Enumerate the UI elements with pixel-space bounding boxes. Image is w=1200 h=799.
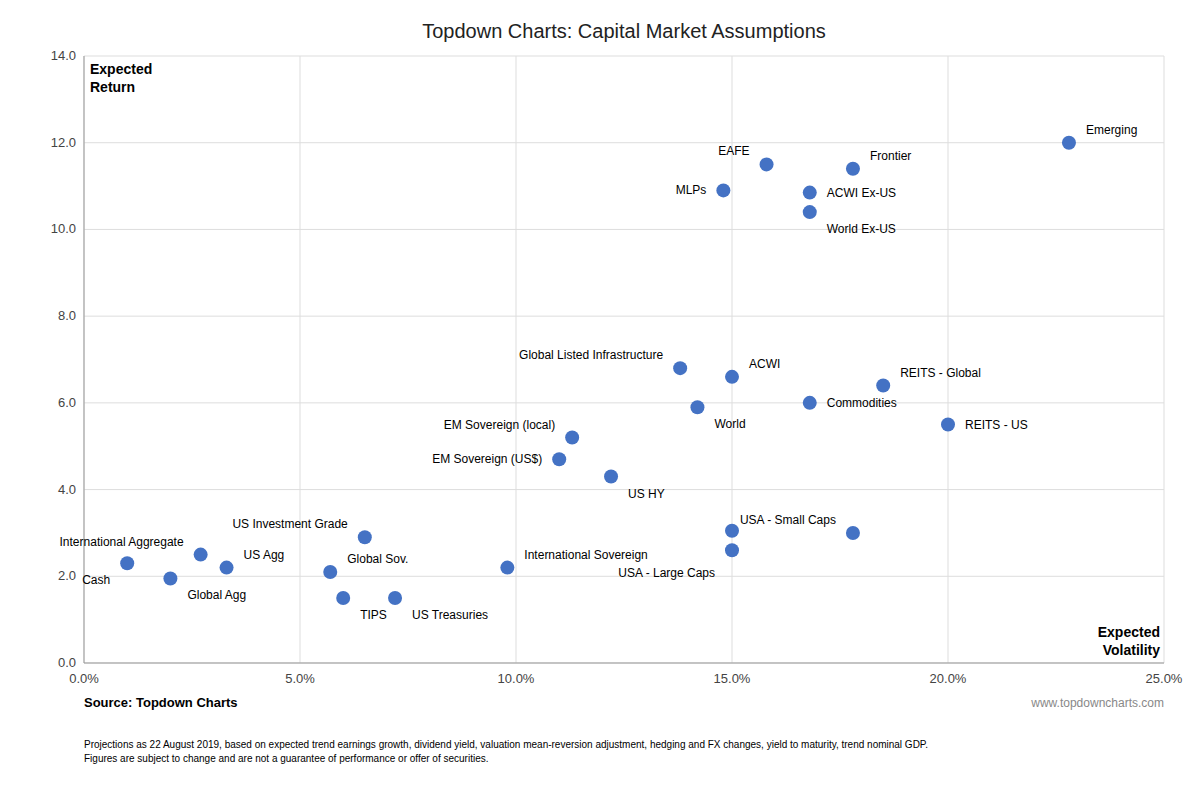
y-axis-label: Expected Return <box>90 61 152 95</box>
y-tick-label: 0.0 <box>58 655 76 670</box>
point-label: REITS - Global <box>900 366 981 380</box>
point <box>673 361 687 375</box>
y-grid-line <box>84 229 1164 230</box>
point <box>388 591 402 605</box>
point <box>760 157 774 171</box>
point <box>846 526 860 540</box>
point <box>336 591 350 605</box>
point-label: Cash <box>82 573 110 587</box>
x-axis-label: Expected Volatility <box>1098 624 1160 658</box>
point-label: Commodities <box>827 396 897 410</box>
footnote: Projections as 22 August 2019, based on … <box>84 739 928 764</box>
footnote-line: Figures are subject to change and are no… <box>84 753 489 764</box>
x-grid-line <box>84 56 85 663</box>
source: Source: Topdown Charts <box>84 695 238 710</box>
x-tick-label: 0.0% <box>69 671 99 686</box>
y-tick-label: 6.0 <box>58 395 76 410</box>
point <box>1062 136 1076 150</box>
point-label: Emerging <box>1086 123 1137 137</box>
point <box>725 524 739 538</box>
point-label: REITS - US <box>965 418 1028 432</box>
point-label: ACWI Ex-US <box>827 186 896 200</box>
y-tick-label: 4.0 <box>58 482 76 497</box>
point-label: Global Sov. <box>347 552 408 566</box>
point-label: ACWI <box>749 357 780 371</box>
y-axis-label-line: Return <box>90 79 135 95</box>
point <box>876 379 890 393</box>
x-tick-label: 20.0% <box>930 671 967 686</box>
point <box>725 370 739 384</box>
point-label: USA - Small Caps <box>740 513 836 527</box>
y-grid-line <box>84 316 1164 317</box>
point <box>941 418 955 432</box>
y-tick-label: 8.0 <box>58 308 76 323</box>
point <box>565 431 579 445</box>
y-grid-line <box>84 489 1164 490</box>
point <box>725 543 739 557</box>
y-tick-label: 10.0 <box>51 221 76 236</box>
x-tick-label: 25.0% <box>1146 671 1183 686</box>
point-label: MLPs <box>676 183 707 197</box>
y-grid-line <box>84 663 1164 664</box>
y-tick-label: 2.0 <box>58 568 76 583</box>
point-label: EM Sovereign (local) <box>444 418 555 432</box>
point <box>163 571 177 585</box>
x-tick-label: 15.0% <box>714 671 751 686</box>
point <box>194 548 208 562</box>
y-axis-line <box>84 56 85 663</box>
grid <box>84 56 1164 663</box>
point-label: Frontier <box>870 149 911 163</box>
point <box>323 565 337 579</box>
point <box>604 470 618 484</box>
points <box>120 136 1076 605</box>
x-grid-line <box>948 56 949 663</box>
x-axis-label-line: Volatility <box>1103 642 1161 658</box>
x-axis-line <box>84 663 1164 664</box>
point-label: TIPS <box>360 608 387 622</box>
point-label: International Aggregate <box>60 535 184 549</box>
point <box>358 530 372 544</box>
point-labels: Cash Global Agg International Aggregate US … <box>60 123 1138 622</box>
x-tick-label: 5.0% <box>285 671 315 686</box>
point-label: EM Sovereign (US$) <box>432 452 542 466</box>
point <box>552 452 566 466</box>
footnote-line: Projections as 22 August 2019, based on … <box>84 739 928 750</box>
x-tick-label: 10.0% <box>498 671 535 686</box>
y-grid-line <box>84 402 1164 403</box>
point-label: World <box>714 417 745 431</box>
point-label: EAFE <box>718 144 749 158</box>
point-label: USA - Large Caps <box>618 566 715 580</box>
point <box>846 162 860 176</box>
point-label: US HY <box>628 487 665 501</box>
point-label: US Investment Grade <box>232 517 348 531</box>
point <box>120 556 134 570</box>
y-grid-line <box>84 56 1164 57</box>
point-label: Global Agg <box>187 588 246 602</box>
y-tick-label: 12.0 <box>51 135 76 150</box>
point-label: World Ex-US <box>827 222 896 236</box>
x-grid-line <box>1164 56 1165 663</box>
y-grid-line <box>84 142 1164 143</box>
point-label: International Sovereign <box>524 548 647 562</box>
point <box>220 561 234 575</box>
x-axis-label-line: Expected <box>1098 624 1160 640</box>
point <box>803 396 817 410</box>
point <box>803 186 817 200</box>
x-grid-line <box>300 56 301 663</box>
point-label: US Treasuries <box>412 608 488 622</box>
y-tick-label: 14.0 <box>51 48 76 63</box>
point <box>716 183 730 197</box>
point-label: US Agg <box>244 548 285 562</box>
y-axis-label-line: Expected <box>90 61 152 77</box>
point <box>690 400 704 414</box>
point <box>500 561 514 575</box>
point-label: Global Listed Infrastructure <box>519 348 663 362</box>
title: Topdown Charts: Capital Market Assumptio… <box>422 20 826 42</box>
point <box>803 205 817 219</box>
chart: Topdown Charts: Capital Market Assumptio… <box>0 0 1200 799</box>
source-url: www.topdowncharts.com <box>1030 696 1164 710</box>
x-grid-line <box>516 56 517 663</box>
